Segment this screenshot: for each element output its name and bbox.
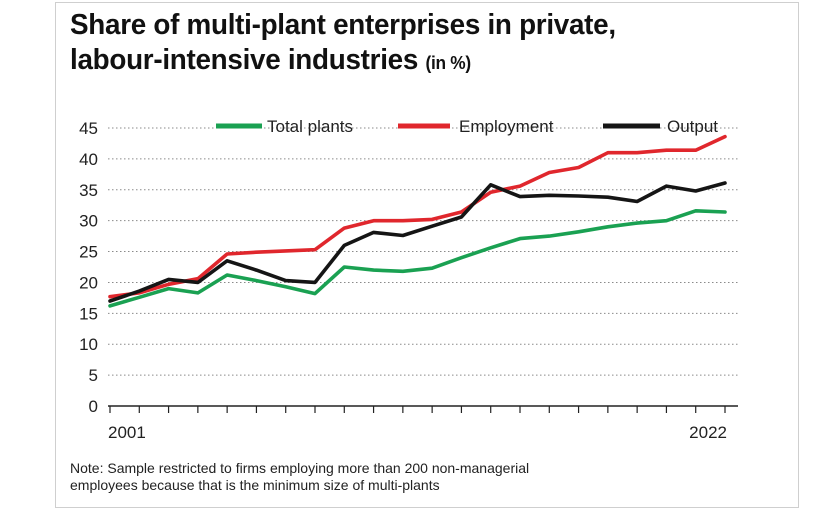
legend-label-output: Output bbox=[667, 117, 718, 136]
grid-lines bbox=[108, 127, 738, 376]
legend-label-total-plants: Total plants bbox=[267, 117, 353, 136]
x-tick-label-first: 2001 bbox=[108, 423, 146, 442]
legend: Total plants Employment Output bbox=[216, 117, 718, 136]
y-tick-label-0: 0 bbox=[89, 397, 98, 416]
series-line-employment bbox=[108, 134, 727, 299]
series-line-total-plants bbox=[108, 209, 727, 308]
series-line-output bbox=[108, 181, 727, 303]
y-tick-label-5: 5 bbox=[89, 366, 98, 385]
y-tick-label-45: 45 bbox=[79, 119, 98, 138]
chart-title: Share of multi-plant enterprises in priv… bbox=[70, 8, 742, 81]
chart-title-line-1: Share of multi-plant enterprises in priv… bbox=[70, 9, 616, 41]
chart-title-text: labour-intensive industries bbox=[70, 44, 419, 76]
chart-frame bbox=[55, 2, 799, 508]
y-tick-label-30: 30 bbox=[79, 212, 98, 231]
y-tick-label-40: 40 bbox=[79, 150, 98, 169]
chart-title-unit: (in %) bbox=[425, 53, 471, 73]
y-tick-label-35: 35 bbox=[79, 181, 98, 200]
x-tick-label-last: 2022 bbox=[689, 423, 727, 442]
chart-note: Note: Sample restricted to firms employi… bbox=[70, 460, 770, 494]
y-tick-label-25: 25 bbox=[79, 243, 98, 262]
legend-label-employment: Employment bbox=[459, 117, 554, 136]
note-line-2: employees because that is the minimum si… bbox=[70, 477, 440, 493]
chart-title-line-2: labour-intensive industries (in %) bbox=[70, 43, 742, 81]
y-tick-label-15: 15 bbox=[79, 304, 98, 323]
y-tick-label-20: 20 bbox=[79, 273, 98, 292]
note-line-1: Note: Sample restricted to firms employi… bbox=[70, 460, 530, 476]
y-tick-label-10: 10 bbox=[79, 335, 98, 354]
axes: 0 5 10 15 20 25 30 35 40 45 2001 2022 bbox=[79, 119, 738, 442]
series-lines bbox=[108, 134, 727, 308]
